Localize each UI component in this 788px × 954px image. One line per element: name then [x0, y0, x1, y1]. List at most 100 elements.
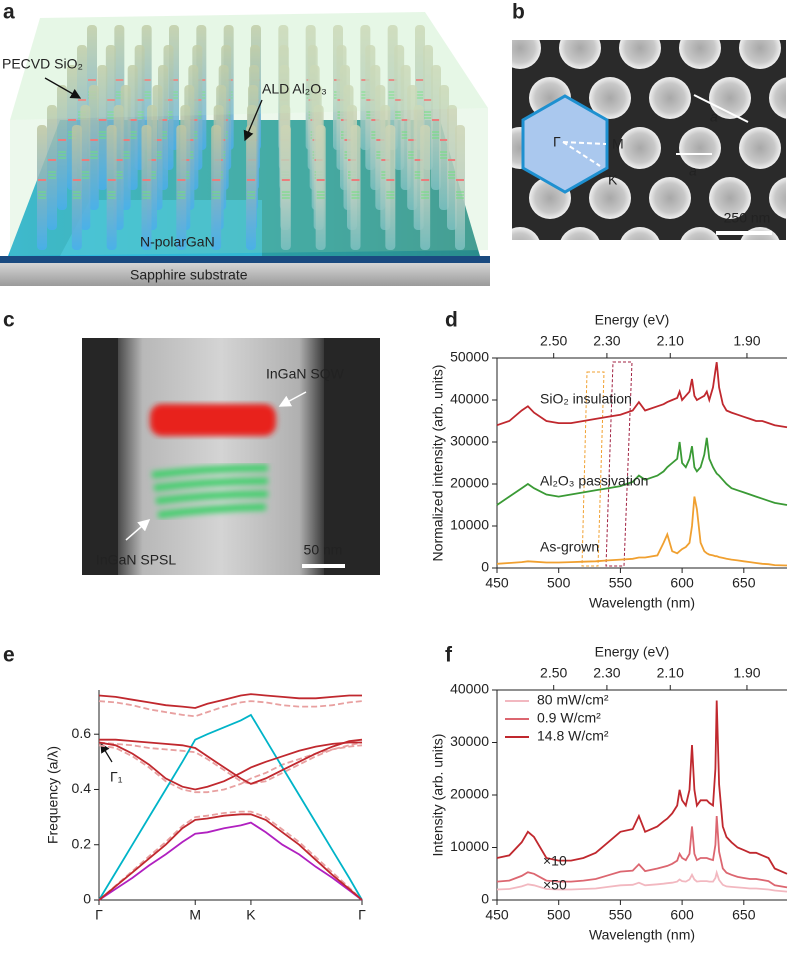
y-tick-label: 0.2: [72, 835, 92, 851]
x-tick-label: 450: [485, 907, 509, 923]
annotation: Γ₁: [110, 769, 123, 785]
top-axis-label: Energy (eV): [595, 644, 670, 660]
x-tick-label: 550: [609, 907, 633, 923]
label: a: [710, 109, 718, 125]
label: PECVD SiO₂: [2, 56, 83, 72]
highlight-box: [581, 371, 605, 567]
top-axis-label: Energy (eV): [595, 312, 670, 328]
y-tick-label: 40000: [450, 681, 489, 697]
nanowire-top: [620, 227, 660, 240]
arrow: [278, 391, 307, 407]
top-tick-label: 2.50: [540, 333, 567, 349]
series-line: [98, 693, 362, 709]
series-line: [496, 496, 788, 567]
series-line: [496, 700, 788, 875]
label: Sapphire substrate: [130, 267, 248, 283]
nanowire-top: [559, 40, 601, 69]
nanowire: [246, 125, 256, 250]
x-tick-label: 500: [547, 907, 571, 923]
panel-b: b Γ M K a a 250 nm: [512, 1, 786, 240]
arrow: [100, 742, 113, 763]
label: InGaN SQW: [266, 366, 345, 382]
x-tick-label: Γ: [358, 907, 366, 923]
nanowire: [455, 125, 465, 250]
x-tick-label: M: [189, 907, 201, 923]
nanowire-top: [679, 40, 721, 69]
legend-label: 14.8 W/cm²: [537, 728, 609, 744]
series-line: [98, 741, 363, 785]
y-axis-label: Intensity (arb. units): [430, 734, 446, 857]
nanowire-top: [512, 227, 540, 240]
lattice-bar: [693, 94, 749, 123]
y-tick-label: 0.4: [72, 780, 92, 796]
series-line: [98, 741, 362, 791]
nanowire-top: [512, 40, 541, 69]
x-tick-label: 500: [547, 575, 571, 591]
label: InGaN SPSL: [96, 552, 176, 568]
nanowire-top: [560, 227, 600, 240]
y-tick-label: 0.6: [72, 725, 92, 741]
panel-c: c InGaN SQW InGaN SPSL 50 nm: [3, 309, 380, 575]
arrow: [44, 77, 82, 99]
nanowire: [37, 125, 47, 250]
nanowire: [315, 125, 326, 250]
label: 250 nm: [724, 210, 771, 226]
nanowire-top: [769, 177, 786, 219]
nanowire: [141, 125, 152, 250]
sapphire-layer: [0, 262, 490, 286]
label: K: [608, 172, 618, 188]
top-tick-label: 1.90: [733, 333, 760, 349]
nanowire-top: [589, 177, 631, 219]
nanowire: [439, 85, 449, 210]
label: M: [612, 136, 624, 152]
series-line: [99, 738, 363, 785]
y-tick-label: 30000: [450, 433, 489, 449]
panel-label: c: [3, 309, 15, 332]
nanowire-array: [37, 25, 465, 250]
nanowire: [80, 105, 91, 230]
arrow: [125, 519, 151, 541]
series-label: As-grown: [540, 539, 599, 555]
highlight-box: [605, 361, 633, 567]
nanowire-image: [118, 338, 324, 575]
series-line: [98, 813, 363, 901]
y-axis-label: Normalized intensity (arb. units): [430, 365, 446, 562]
nanowire: [47, 105, 57, 230]
nanowire-top: [739, 40, 781, 69]
top-tick-label: 2.10: [657, 333, 684, 349]
label: N-polarGaN: [140, 234, 215, 250]
nanowire-top: [649, 77, 691, 119]
top-tick-label: 2.50: [540, 665, 567, 681]
annotation: ×10: [543, 853, 567, 869]
nanowire-top: [680, 227, 720, 240]
series-line: [98, 700, 363, 718]
sem-disks: [512, 40, 786, 240]
nanowire: [57, 85, 67, 210]
series-label: SiO₂ insulation: [540, 391, 632, 407]
nanowire-top: [619, 40, 661, 69]
sqw-region: [150, 404, 276, 436]
top-tick-label: 2.30: [593, 333, 620, 349]
nanowire-top: [709, 177, 751, 219]
y-tick-label: 10000: [450, 517, 489, 533]
panel-label: d: [445, 309, 458, 332]
y-tick-label: 20000: [450, 786, 489, 802]
y-tick-label: 50000: [450, 349, 489, 365]
x-tick-label: 600: [670, 575, 694, 591]
legend-label: 80 mW/cm²: [537, 692, 609, 708]
y-tick-label: 0: [83, 891, 91, 907]
gan-edge: [0, 256, 490, 263]
panel-label: f: [445, 644, 453, 667]
nanowire: [88, 85, 99, 210]
nanowire-top: [589, 77, 631, 119]
x-tick-label: 550: [609, 575, 633, 591]
label: ALD Al₂O₃: [262, 81, 327, 97]
nanowire: [420, 125, 431, 250]
label: a: [689, 163, 697, 179]
x-tick-label: 600: [670, 907, 694, 923]
panel-a: a PECVD SiO₂ ALD Al₂O₃ N-polarGaN Sapphi…: [0, 1, 490, 286]
top-tick-label: 2.30: [593, 665, 620, 681]
nanowire: [97, 65, 108, 190]
annotation: ×50: [543, 877, 567, 893]
